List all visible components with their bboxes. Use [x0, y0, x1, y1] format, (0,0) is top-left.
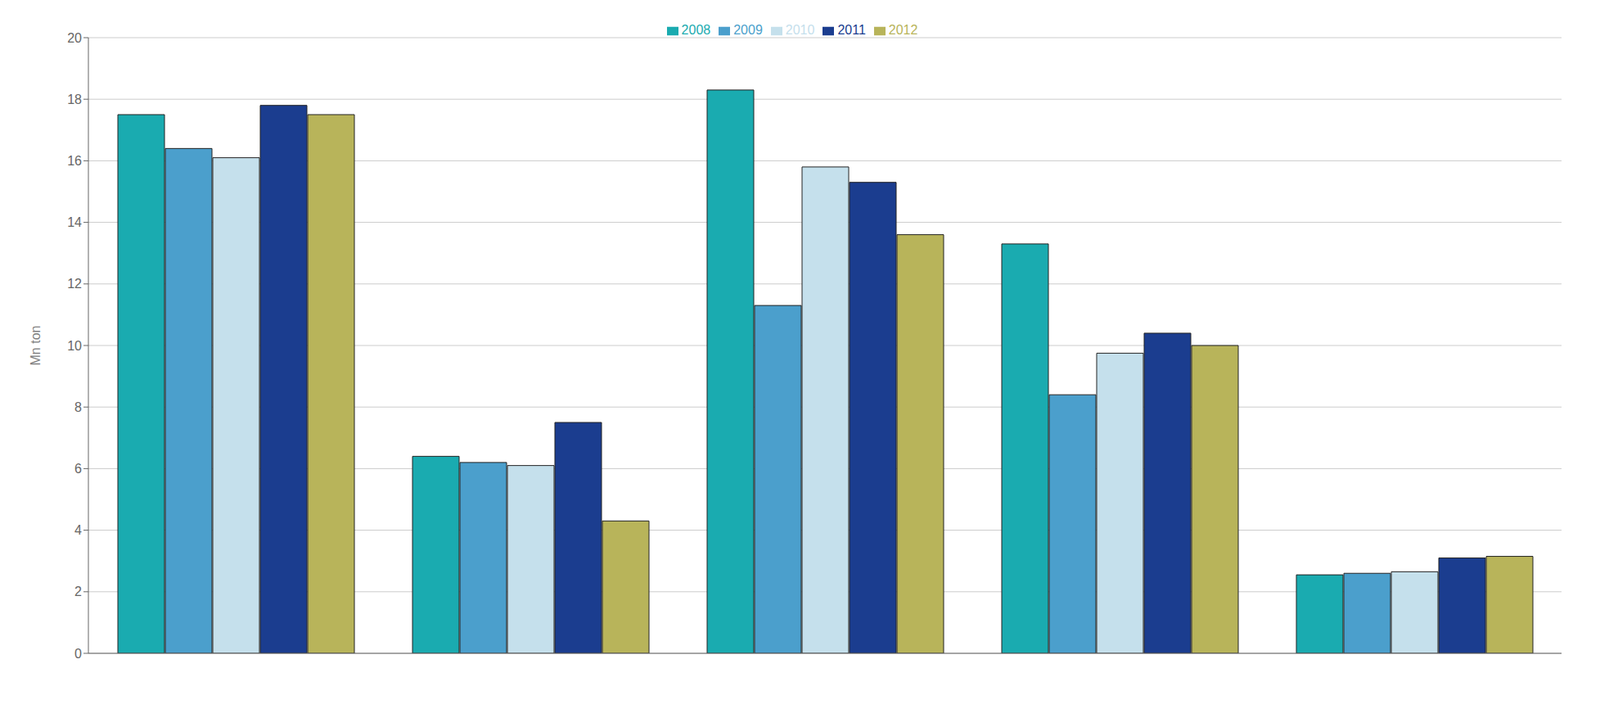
svg-text:10: 10: [67, 338, 82, 353]
html-text:2008: 2008: [681, 22, 711, 37]
svg-text:6: 6: [74, 461, 82, 476]
svg-text:12: 12: [67, 276, 82, 291]
svg-text:4: 4: [74, 522, 82, 537]
svg-text:0: 0: [74, 646, 82, 661]
svg-text:14: 14: [67, 215, 82, 230]
html-text:2012: 2012: [888, 22, 918, 37]
html-text:2011: 2011: [837, 22, 866, 37]
svg-text:2: 2: [74, 584, 82, 599]
svg-text:16: 16: [67, 153, 82, 168]
svg-text:20: 20: [67, 31, 82, 46]
svg-text:Mn ton: Mn ton: [28, 325, 43, 366]
html-text:2010: 2010: [785, 22, 815, 37]
html-text:2009: 2009: [733, 22, 763, 37]
svg-text:8: 8: [74, 400, 82, 415]
svg-text:18: 18: [67, 92, 82, 107]
